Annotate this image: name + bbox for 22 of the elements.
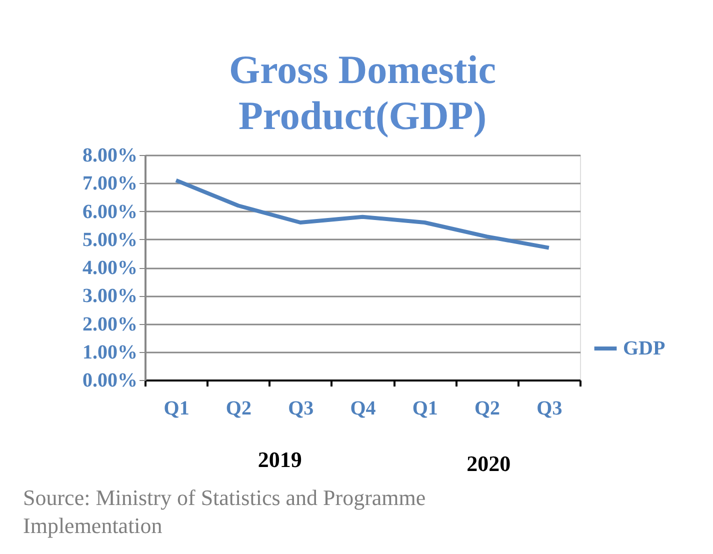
y-tick-label: 1.00% (82, 341, 138, 364)
y-tick-label: 8.00% (82, 144, 138, 166)
text: 2020 (466, 451, 511, 476)
x-tick-label: Q4 (350, 398, 376, 420)
x-tick-label: Q3 (536, 398, 562, 420)
y-tick-label: 3.00% (82, 285, 138, 308)
x-tick-label: Q2 (474, 398, 500, 420)
chart-title: Gross Domestic Product(GDP) (229, 47, 496, 138)
y-tick-label: 6.00% (82, 200, 138, 223)
y-tick-label: 5.00% (82, 228, 138, 251)
text: 2019 (258, 447, 302, 472)
x-tick-label: Q1 (164, 398, 190, 420)
y-tick-label: 2.00% (82, 313, 138, 336)
y-tick-label: 4.00% (82, 257, 138, 279)
x-tick-label: Q3 (288, 398, 314, 420)
line-series (174, 178, 551, 250)
x-tick-label: Q1 (412, 398, 438, 420)
y-tick-label: 7.00% (82, 172, 138, 195)
y-tick-label: 0.00% (82, 370, 138, 392)
source-note: Source: Ministry of Statistics and Programme Implementation (23, 485, 426, 538)
x-tick-label: Q2 (226, 398, 252, 420)
legend-label: GDP (623, 338, 666, 360)
